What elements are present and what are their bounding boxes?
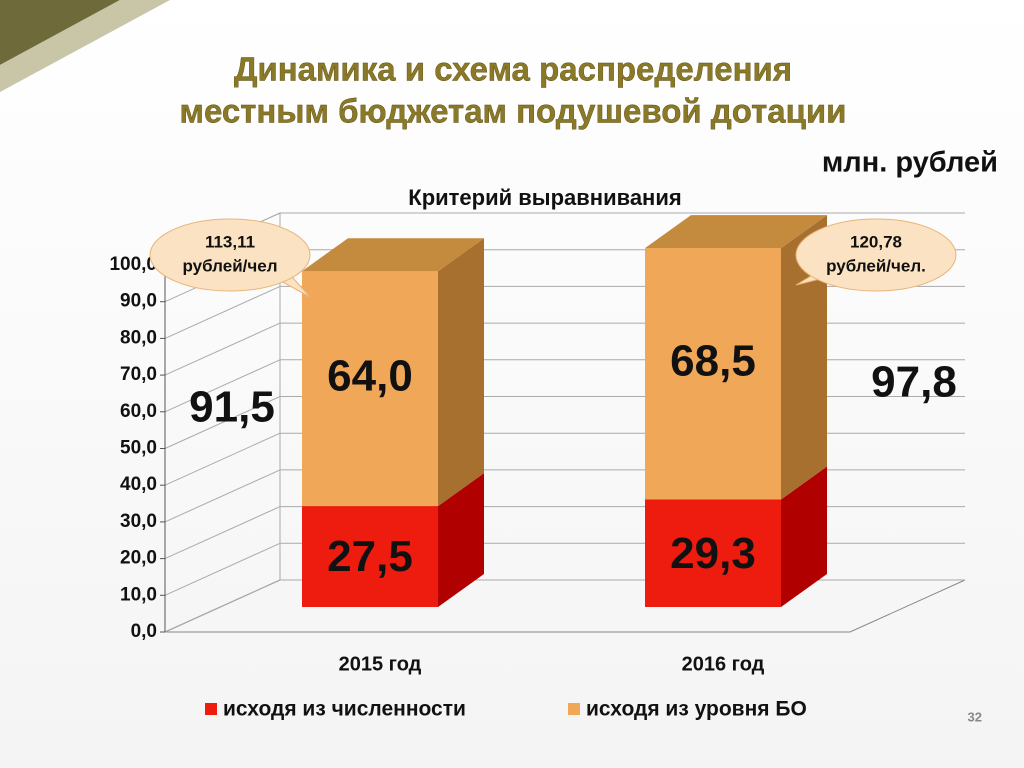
legend-swatch <box>205 703 217 715</box>
corner-decoration <box>0 0 170 92</box>
value-label: 29,3 <box>670 529 756 578</box>
callout-text: 113,11 <box>205 232 255 251</box>
y-tick-label: 10,0 <box>120 584 157 605</box>
grid-line <box>164 396 281 449</box>
legend-label: исходя из уровня БО <box>586 698 807 721</box>
grid-line <box>164 359 281 413</box>
y-tick-label: 70,0 <box>120 364 157 385</box>
page-number: 32 <box>968 709 982 724</box>
y-tick-label: 30,0 <box>120 511 157 532</box>
title: местным бюджетам подушевой дотации <box>180 93 847 130</box>
y-tick-label: 0,0 <box>131 621 157 642</box>
y-tick-label: 60,0 <box>120 401 157 422</box>
bar-segment <box>645 248 781 500</box>
grid-line <box>164 322 281 376</box>
value-label: 27,5 <box>327 532 413 581</box>
value-label: 68,5 <box>670 336 756 385</box>
total-label: 97,8 <box>871 358 957 407</box>
grid-line <box>164 506 281 560</box>
grid-line <box>164 542 281 596</box>
subtitle: Критерий выравнивания <box>408 185 681 210</box>
title: Динамика и схема распределения <box>234 51 792 88</box>
grid-line <box>164 469 281 523</box>
unit-label: млн. рублей <box>822 147 998 179</box>
grid-line <box>164 285 281 339</box>
x-tick-label: 2016 год <box>682 653 765 675</box>
value-label: 64,0 <box>327 351 413 400</box>
bar-segment <box>302 506 438 607</box>
bar-top <box>302 238 484 272</box>
total-label: 91,5 <box>189 383 275 432</box>
x-tick-label: 2015 год <box>339 653 422 675</box>
grid-line <box>164 579 281 633</box>
y-tick-label: 90,0 <box>120 291 157 312</box>
bar-segment <box>302 271 438 507</box>
legend-label: исходя из численности <box>223 698 466 721</box>
bar-side <box>438 473 484 607</box>
bar-side <box>781 215 827 500</box>
bar-side <box>781 466 827 607</box>
callout-text: рублей/чел. <box>826 256 926 275</box>
bar-top <box>645 215 827 249</box>
bar-segment <box>645 499 781 607</box>
bar-side <box>438 238 484 507</box>
callout-text: рублей/чел <box>182 256 277 275</box>
grid-line <box>164 432 281 486</box>
callout <box>795 218 957 292</box>
callout <box>149 218 311 292</box>
callout-text: 120,78 <box>850 232 902 251</box>
y-tick-label: 40,0 <box>120 474 157 495</box>
chart: 0,0 10,0 20,0 30,0 40,0 50,0 60,0 70,0 80,0 90,0 1… <box>109 212 966 721</box>
legend-swatch <box>568 703 580 715</box>
y-tick-label: 100,0 <box>109 254 157 275</box>
y-tick-label: 50,0 <box>120 438 157 459</box>
y-tick-label: 20,0 <box>120 548 157 569</box>
y-tick-label: 80,0 <box>120 327 157 348</box>
